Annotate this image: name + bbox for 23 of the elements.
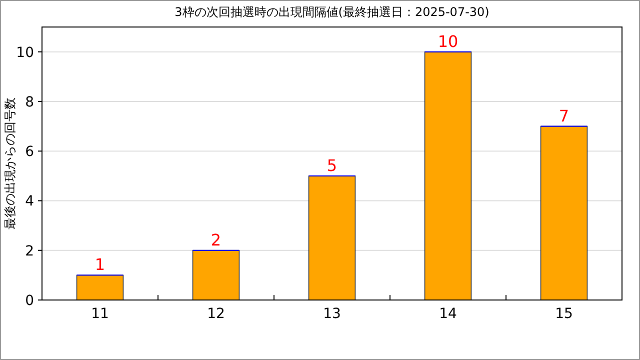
y-axis-title: 最後の出現からの回号数: [3, 98, 17, 230]
y-tick-label: 6: [25, 144, 34, 160]
y-tick-label: 2: [25, 243, 34, 260]
chart-title: 3枠の次回抽選時の出現間隔値(最終抽選日：2025-07-30): [174, 5, 490, 19]
x-tick-label: 11: [91, 306, 109, 322]
x-tick-label: 13: [323, 306, 341, 322]
x-tick-label: 15: [555, 306, 573, 322]
y-tick-label: 0: [25, 293, 34, 309]
x-tick-label: 12: [207, 306, 225, 322]
bar: [76, 274, 124, 300]
bar: [308, 176, 356, 300]
y-tick-label: 8: [25, 94, 34, 110]
y-tick-label: 4: [25, 194, 34, 210]
data-label: 7: [558, 106, 570, 126]
y-tick-label: 10: [16, 44, 34, 61]
data-label: 10: [438, 32, 458, 51]
data-label: 5: [326, 156, 338, 175]
bar: [540, 126, 588, 300]
bar: [424, 51, 472, 300]
data-label: 1: [94, 255, 106, 274]
x-tick-label: 14: [439, 306, 457, 322]
data-label: 2: [210, 230, 222, 250]
bar: [192, 250, 240, 300]
